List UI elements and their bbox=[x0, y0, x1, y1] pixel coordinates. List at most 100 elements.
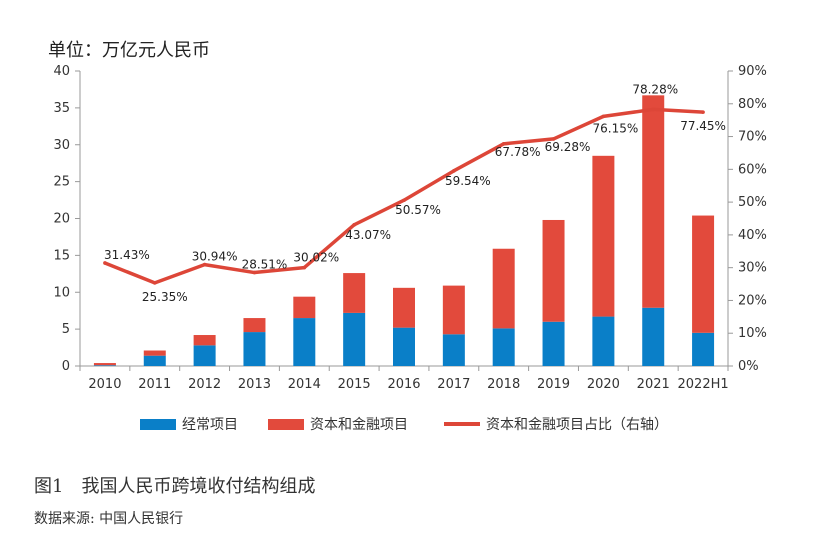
bar-capital-financial bbox=[243, 318, 266, 333]
x-tick-label: 2017 bbox=[437, 377, 470, 392]
bar-capital-financial bbox=[592, 155, 615, 317]
ratio-point bbox=[402, 198, 406, 203]
bar-current-account bbox=[93, 365, 116, 366]
ratio-point bbox=[452, 169, 456, 173]
x-tick-label: 2021 bbox=[637, 377, 670, 392]
ratio-point bbox=[551, 137, 556, 141]
x-tick-label: 2015 bbox=[338, 377, 371, 392]
legend-swatch-capital-financial bbox=[268, 418, 304, 430]
right-tick-label: 0% bbox=[738, 359, 759, 374]
bars-layer bbox=[93, 95, 715, 366]
left-tick-label: 25 bbox=[53, 175, 70, 190]
legend-label-current-account: 经常项目 bbox=[182, 417, 238, 433]
bar-current-account bbox=[542, 321, 565, 366]
bar-capital-financial bbox=[393, 287, 415, 328]
x-tick-label: 2020 bbox=[587, 377, 620, 392]
bar-capital-financial bbox=[542, 219, 565, 322]
ratio-data-label: 69.28% bbox=[545, 140, 591, 154]
legend-label-ratio-line: 资本和金融项目占比（右轴） bbox=[486, 417, 668, 433]
bar-capital-financial bbox=[143, 350, 166, 356]
legend-item-ratio-line: 资本和金融项目占比（右轴） bbox=[444, 414, 668, 434]
ratio-data-label: 76.15% bbox=[593, 121, 639, 135]
bar-current-account bbox=[393, 327, 415, 366]
bar-current-account bbox=[243, 332, 266, 366]
ratio-data-label: 77.45% bbox=[680, 119, 726, 133]
right-tick-label: 10% bbox=[738, 326, 767, 341]
left-tick-label: 0 bbox=[62, 359, 70, 374]
x-tick-label: 2012 bbox=[188, 377, 221, 392]
ratio-data-label: 43.07% bbox=[345, 228, 391, 242]
left-tick-label: 30 bbox=[53, 138, 70, 153]
ratio-point bbox=[202, 262, 207, 267]
x-tick-label: 2022H1 bbox=[678, 377, 729, 392]
right-tick-label: 80% bbox=[738, 97, 767, 112]
left-tick-label: 10 bbox=[53, 285, 70, 300]
ratio-point bbox=[352, 223, 356, 227]
ratio-data-label: 67.78% bbox=[495, 145, 541, 159]
bar-current-account bbox=[293, 318, 316, 366]
legend-item-capital-financial: 资本和金融项目 bbox=[268, 414, 408, 434]
x-tick-label: 2018 bbox=[487, 377, 520, 392]
bar-current-account bbox=[343, 312, 366, 366]
right-tick-label: 70% bbox=[738, 130, 767, 145]
ratio-data-label: 30.94% bbox=[192, 250, 238, 264]
bar-capital-financial bbox=[93, 363, 116, 366]
bar-capital-financial bbox=[642, 95, 665, 308]
x-tick-label: 2019 bbox=[537, 377, 570, 392]
legend-swatch-current-account bbox=[140, 418, 176, 430]
left-tick-label: 5 bbox=[62, 322, 70, 337]
ratio-point bbox=[651, 107, 656, 112]
figure-source: 数据来源: 中国人民银行 bbox=[34, 511, 184, 527]
right-tick-label: 30% bbox=[738, 261, 767, 276]
bar-current-account bbox=[193, 345, 216, 366]
unit-label: 单位：万亿元人民币 bbox=[48, 40, 210, 61]
ratio-line-layer bbox=[103, 107, 705, 285]
bar-current-account bbox=[492, 328, 515, 366]
bar-capital-financial bbox=[193, 335, 216, 346]
bar-capital-financial bbox=[492, 248, 515, 329]
x-tick-label: 2013 bbox=[238, 377, 271, 392]
bar-capital-financial bbox=[692, 215, 715, 333]
chart-plot: 0 5 10 15 20 25 30 35 40 0% 10% 20% 30% 40% 50% 60% 70% 8… bbox=[53, 64, 766, 392]
axes-layer: 0 5 10 15 20 25 30 35 40 0% 10% 20% 30% 40% 50% 60% 70% 8… bbox=[53, 64, 766, 392]
ratio-data-label: 59.54% bbox=[445, 174, 491, 188]
x-tick-label: 2016 bbox=[387, 377, 420, 392]
data-labels-layer: 31.43% 25.35% 30.94% 28.51% 30.02% 43.07% 50.5… bbox=[104, 82, 726, 303]
left-tick-label: 35 bbox=[53, 101, 70, 116]
ratio-point bbox=[601, 114, 606, 119]
ratio-data-label: 28.51% bbox=[242, 258, 288, 272]
right-tick-label: 60% bbox=[738, 162, 767, 177]
bar-current-account bbox=[442, 334, 465, 366]
bar-current-account bbox=[143, 355, 166, 366]
ratio-data-label: 50.57% bbox=[395, 203, 441, 217]
x-tick-label: 2014 bbox=[288, 377, 321, 392]
right-tick-label: 20% bbox=[738, 293, 767, 308]
legend-label-capital-financial: 资本和金融项目 bbox=[310, 417, 408, 433]
bar-current-account bbox=[692, 332, 715, 366]
figure-caption: 图1 我国人民币跨境收付结构组成 bbox=[34, 476, 316, 497]
bar-capital-financial bbox=[293, 296, 316, 319]
ratio-point bbox=[701, 110, 705, 114]
ratio-point bbox=[501, 142, 506, 146]
legend-swatch-ratio-line bbox=[444, 422, 480, 426]
ratio-point bbox=[103, 261, 107, 265]
ratio-point bbox=[152, 281, 157, 285]
x-tick-label: 2011 bbox=[138, 377, 171, 392]
x-tick-label: 2010 bbox=[88, 377, 121, 392]
bar-capital-financial bbox=[442, 285, 465, 335]
left-tick-label: 40 bbox=[53, 64, 70, 79]
ratio-data-label: 31.43% bbox=[104, 248, 150, 262]
right-tick-label: 90% bbox=[738, 64, 767, 79]
legend: 经常项目 资本和金融项目 资本和金融项目占比（右轴） bbox=[0, 414, 824, 438]
ratio-point bbox=[252, 270, 257, 275]
left-tick-label: 20 bbox=[53, 212, 70, 227]
bar-current-account bbox=[592, 316, 615, 366]
right-tick-label: 40% bbox=[738, 228, 767, 243]
legend-item-current-account: 经常项目 bbox=[140, 414, 238, 434]
ratio-point bbox=[302, 265, 307, 270]
ratio-data-label: 25.35% bbox=[142, 290, 188, 304]
ratio-data-label: 78.28% bbox=[632, 82, 678, 96]
right-tick-label: 50% bbox=[738, 195, 767, 210]
left-tick-label: 15 bbox=[53, 248, 70, 263]
bar-capital-financial bbox=[343, 273, 366, 313]
